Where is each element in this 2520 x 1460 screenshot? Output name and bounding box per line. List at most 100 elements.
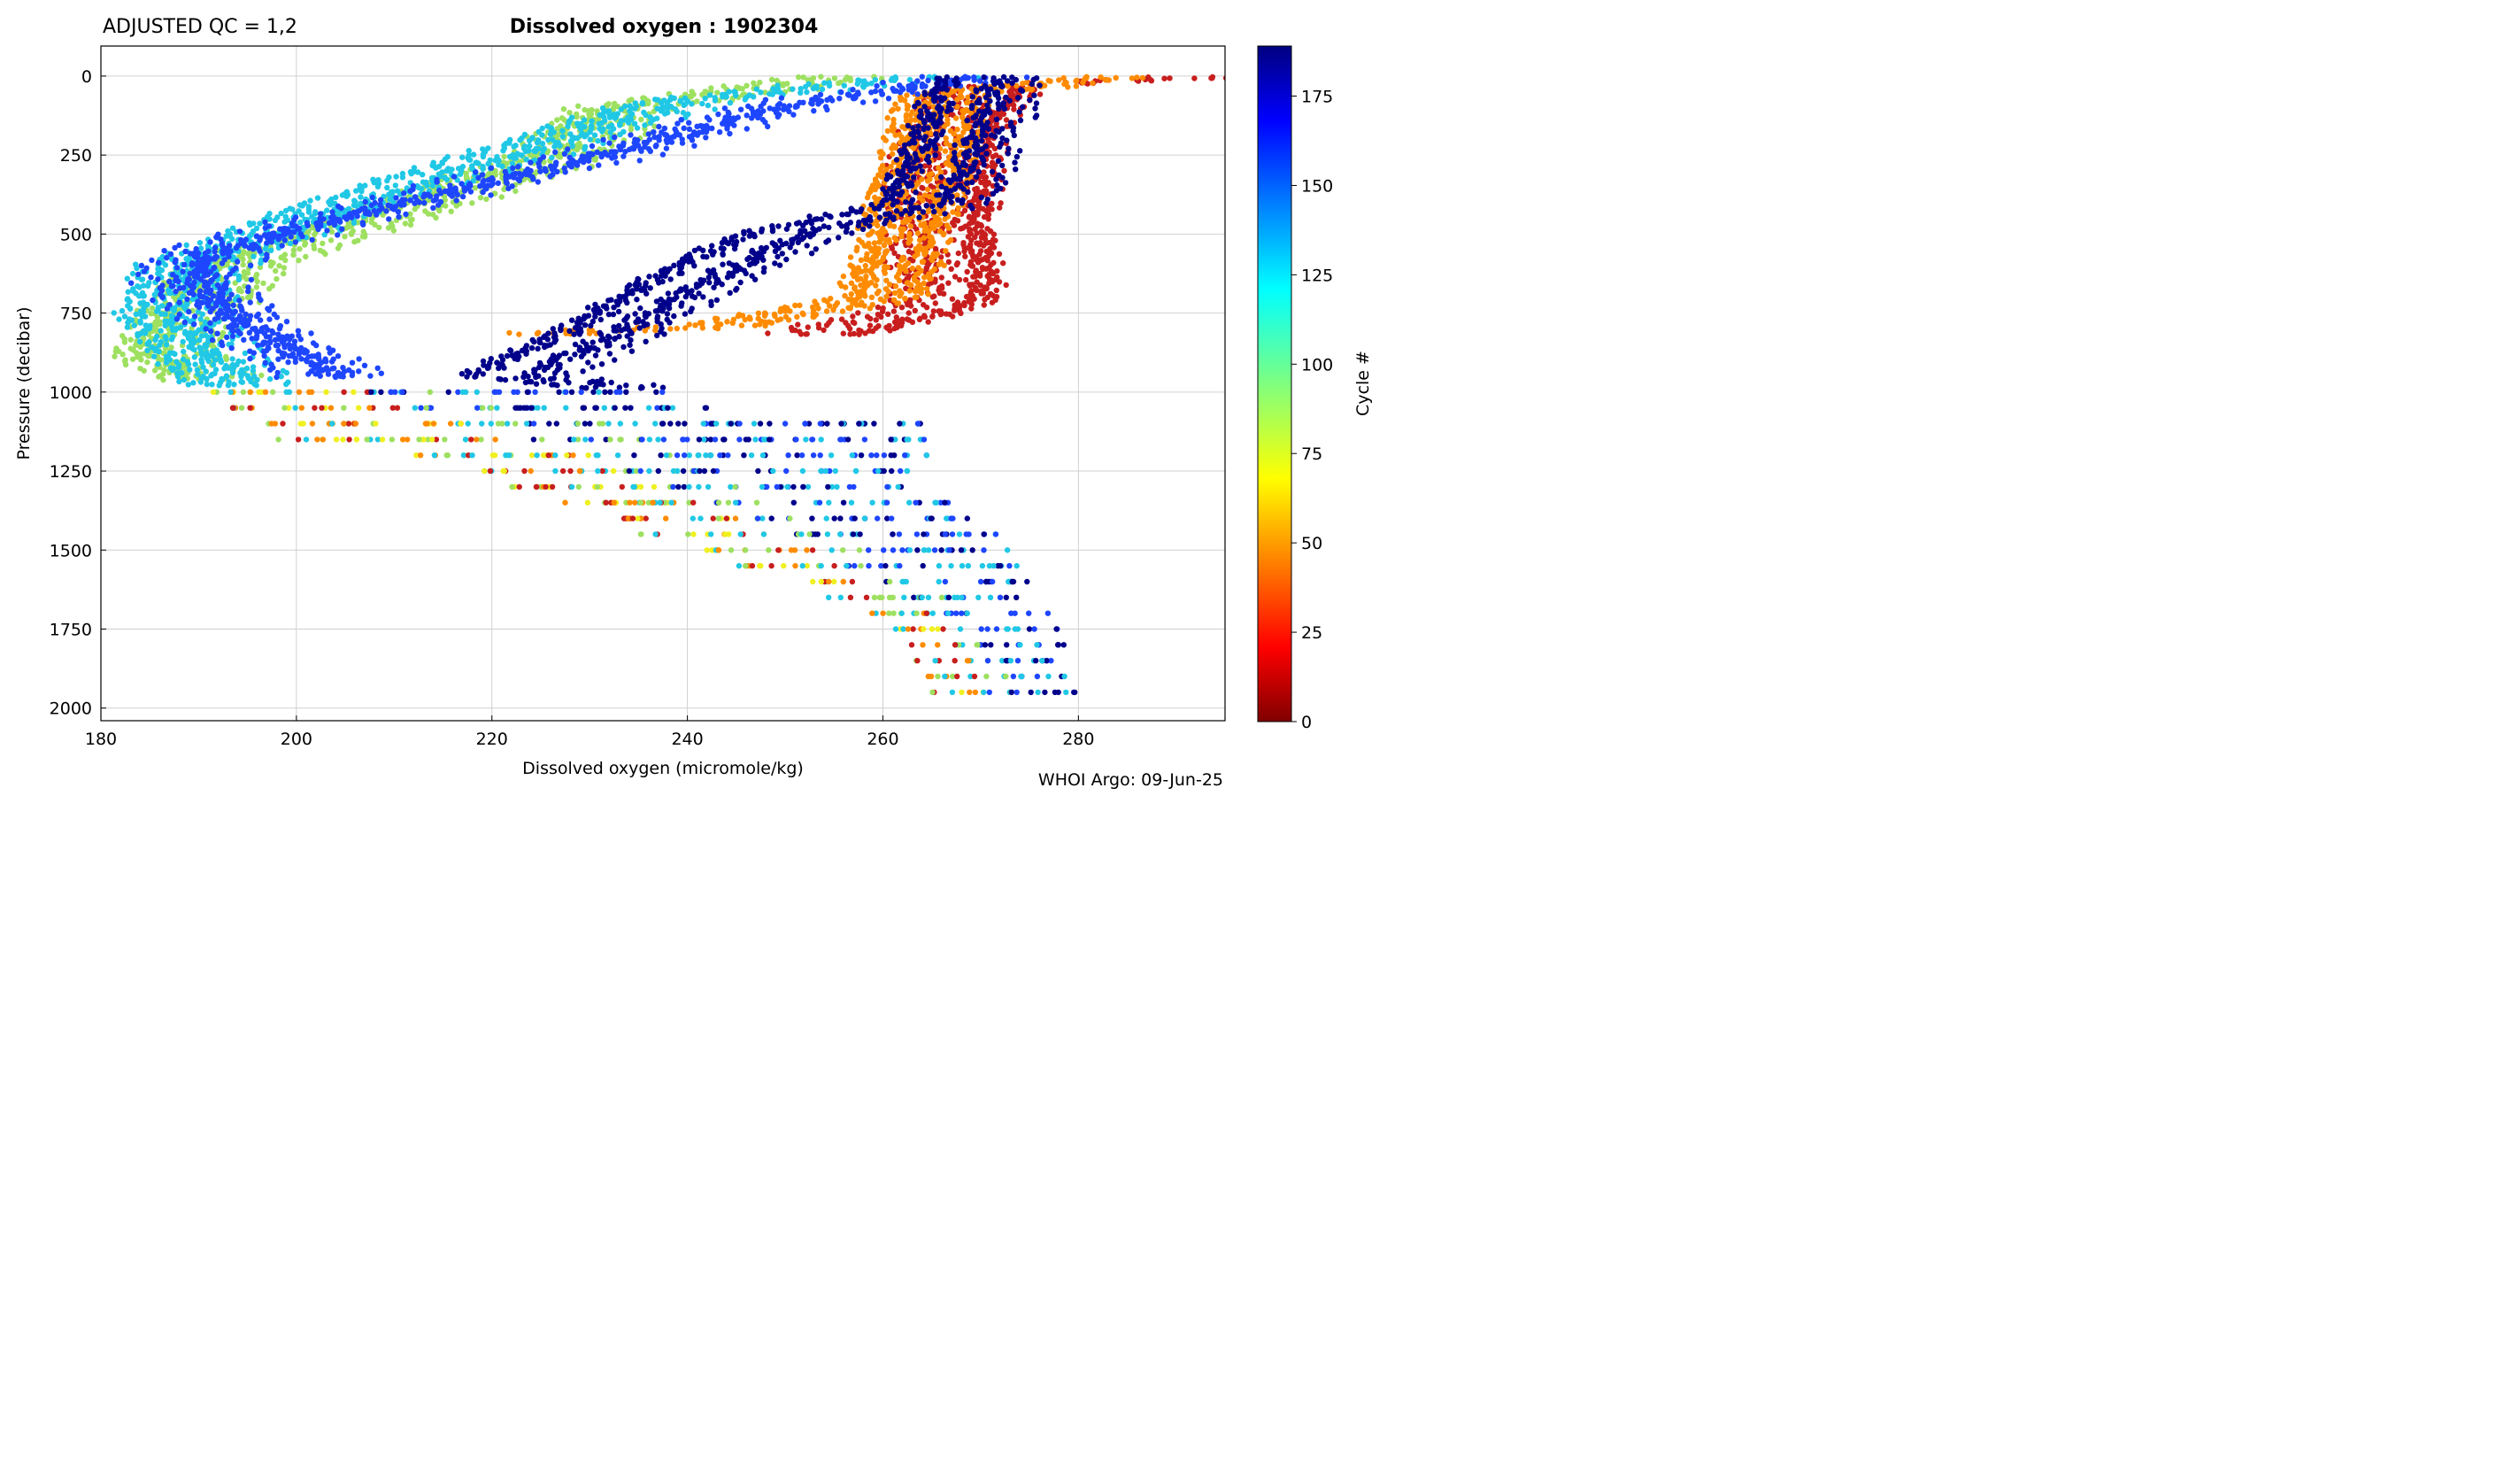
data-point [938, 274, 945, 281]
data-point [943, 135, 949, 142]
data-point [322, 251, 328, 258]
data-point [956, 276, 963, 283]
data-point [592, 313, 598, 320]
data-point [632, 105, 638, 112]
data-point [623, 117, 629, 123]
data-point [953, 305, 960, 311]
data-point [176, 299, 182, 305]
data-point [921, 313, 929, 321]
qc-label: ADJUSTED QC = 1,2 [103, 16, 297, 38]
data-point [949, 296, 956, 302]
data-point [162, 322, 168, 328]
data-point [286, 341, 292, 348]
data-point [873, 212, 879, 218]
data-point [591, 132, 598, 138]
data-point [250, 350, 257, 356]
data-point [335, 245, 342, 251]
data-point [229, 333, 236, 339]
data-point [480, 166, 486, 172]
data-point [970, 253, 976, 260]
data-point [302, 242, 308, 248]
data-point [136, 284, 143, 290]
data-point [219, 288, 225, 294]
data-point [559, 127, 566, 134]
data-point [455, 166, 462, 172]
data-point [674, 325, 680, 332]
data-point [191, 354, 197, 360]
data-point [182, 248, 189, 255]
data-point [151, 367, 158, 374]
data-point [571, 331, 577, 337]
data-point [209, 336, 216, 344]
data-point [885, 96, 892, 102]
data-point [923, 305, 930, 311]
data-point [414, 169, 421, 175]
data-point [844, 91, 852, 97]
data-point [227, 243, 233, 249]
data-point [578, 120, 584, 127]
data-point [654, 97, 661, 103]
data-point [283, 319, 290, 325]
data-point [938, 254, 944, 260]
data-point [162, 311, 168, 317]
data-point [650, 116, 657, 123]
data-point [187, 270, 193, 277]
data-point [223, 356, 229, 363]
data-point [861, 303, 867, 309]
data-point [279, 351, 286, 358]
data-point [1060, 74, 1067, 81]
data-point [369, 194, 375, 201]
data-point [285, 359, 291, 366]
data-point [1056, 77, 1062, 83]
data-point [651, 134, 658, 141]
data-point [938, 131, 945, 137]
data-point [836, 80, 842, 87]
data-point [772, 313, 778, 320]
data-point [548, 128, 554, 135]
data-point [610, 126, 617, 132]
data-point [874, 82, 880, 89]
data-point [187, 367, 193, 373]
data-point [694, 123, 700, 129]
data-point [205, 298, 212, 305]
data-point [981, 213, 988, 220]
data-point [270, 259, 276, 267]
data-point [902, 296, 908, 302]
data-point [191, 274, 198, 280]
data-point [883, 237, 890, 243]
data-point [642, 328, 648, 334]
data-point [776, 112, 782, 118]
data-point [853, 302, 859, 308]
data-point [388, 191, 394, 197]
data-point [597, 329, 603, 336]
data-point [974, 240, 980, 246]
data-point [360, 221, 366, 228]
data-point [190, 380, 197, 386]
data-point [914, 91, 921, 97]
data-point [221, 257, 227, 263]
data-point [744, 256, 751, 262]
data-point [696, 129, 703, 135]
data-point [924, 178, 931, 184]
data-point [376, 224, 382, 231]
data-point [641, 109, 647, 116]
data-point [907, 303, 914, 309]
data-point [929, 222, 935, 228]
data-point [894, 324, 900, 330]
data-point [659, 129, 665, 135]
data-point [720, 91, 726, 98]
data-point [659, 104, 666, 110]
data-point [505, 185, 512, 191]
data-point [627, 146, 633, 152]
data-point [1073, 83, 1080, 89]
data-point [862, 277, 868, 283]
data-point [965, 234, 972, 240]
data-point [338, 205, 344, 212]
data-point [205, 358, 212, 365]
data-point [980, 290, 987, 297]
data-point [234, 322, 240, 328]
data-point [489, 176, 496, 183]
data-point [762, 322, 768, 329]
data-point [219, 240, 226, 246]
data-point [911, 174, 917, 181]
